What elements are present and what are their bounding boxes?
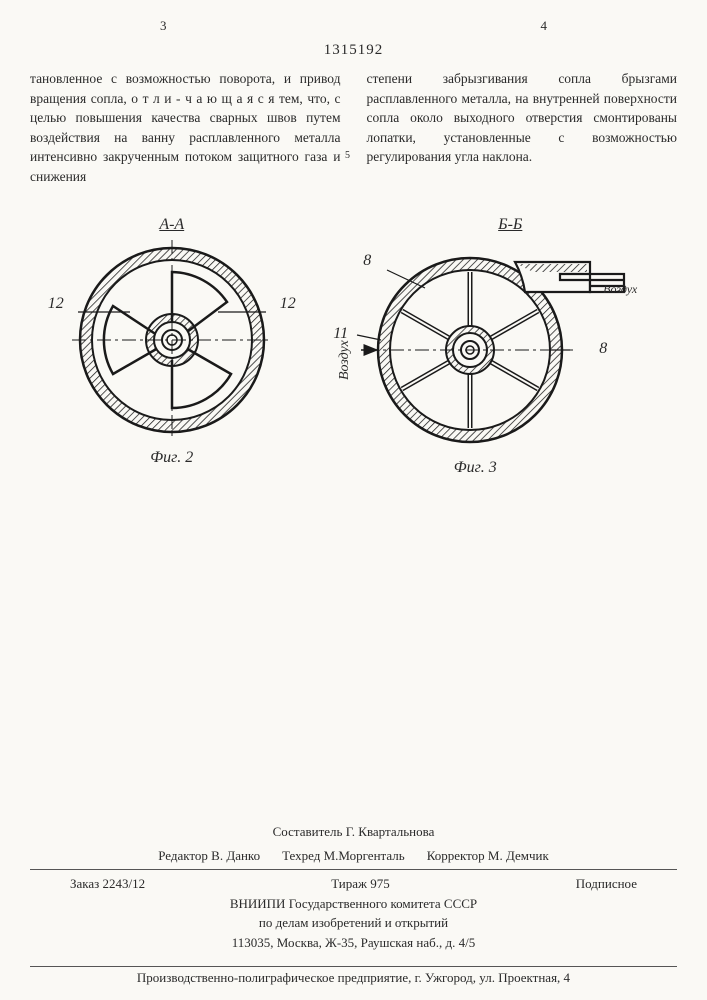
footer-corrector: Корректор М. Демчик <box>427 846 549 866</box>
footer-block: Составитель Г. Квартальнова Редактор В. … <box>30 822 677 952</box>
page-num-left: 3 <box>160 18 167 34</box>
fig3-label-left: Воздух <box>337 341 353 381</box>
right-column: степени забрызгивания сопла брызгами рас… <box>367 69 678 186</box>
footer-org2: по делам изобретений и открытий <box>30 913 677 933</box>
fig3-label-top: Воздух <box>603 282 637 297</box>
footer-techred: Техред М.Моргенталь <box>282 846 405 866</box>
footer-press: Производственно-полиграфическое предприя… <box>30 970 677 986</box>
fig3-callout-tl: 8 <box>363 252 371 270</box>
footer-separator-2 <box>30 966 677 967</box>
document-number: 1315192 <box>30 42 677 59</box>
figures-row: А-А 12 12 <box>30 216 677 477</box>
fig3-section-label: Б-Б <box>498 216 522 234</box>
text-columns: тановленное с возможностью поворота, и п… <box>30 69 677 186</box>
fig3-caption: Фиг. 3 <box>454 459 497 477</box>
fig3-diagram <box>355 240 635 450</box>
footer-bottom: Производственно-полиграфическое предприя… <box>30 966 677 986</box>
fig3-callout-8r: 8 <box>599 340 607 358</box>
footer-compiler: Составитель Г. Квартальнова <box>30 822 677 842</box>
footer-staff-row: Редактор В. Данко Техред М.Моргенталь Ко… <box>30 846 677 866</box>
footer-separator-1 <box>30 869 677 870</box>
page-numbers: 3 4 <box>30 18 677 34</box>
fig2-callout-left: 12 <box>48 295 64 313</box>
left-column: тановленное с возможностью поворота, и п… <box>30 69 341 186</box>
fig2-callout-right: 12 <box>280 295 296 313</box>
footer-editor: Редактор В. Данко <box>158 846 260 866</box>
footer-order-row: Заказ 2243/12 Тираж 975 Подписное <box>30 874 677 894</box>
figure-3: Б-Б 8 11 8 Воздух Воздух <box>355 216 635 477</box>
fig2-caption: Фиг. 2 <box>150 449 193 467</box>
line-number-marker: 5 <box>345 150 350 161</box>
footer-address: 113035, Москва, Ж-35, Раушская наб., д. … <box>30 933 677 953</box>
figure-2: А-А 12 12 <box>72 216 272 467</box>
footer-tiraj: Тираж 975 <box>331 874 390 894</box>
footer-podpis: Подписное <box>576 874 637 894</box>
page-num-right: 4 <box>541 18 548 34</box>
fig2-diagram <box>72 240 272 440</box>
footer-org1: ВНИИПИ Государственного комитета СССР <box>30 894 677 914</box>
footer-order: Заказ 2243/12 <box>70 874 145 894</box>
fig2-section-label: А-А <box>159 216 184 234</box>
